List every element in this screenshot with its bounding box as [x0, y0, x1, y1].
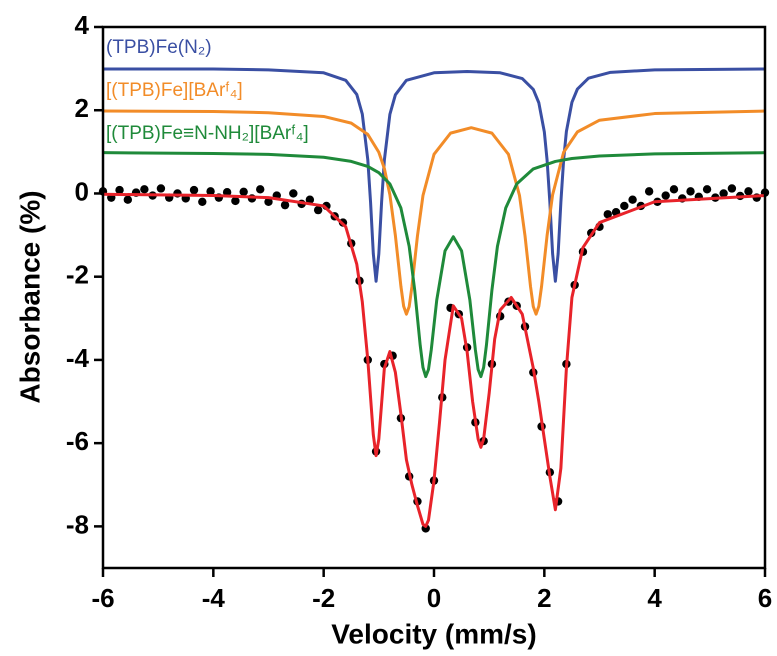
data-point: [644, 187, 654, 196]
data-point: [156, 184, 166, 193]
series-line: [102, 109, 766, 316]
data-point: [289, 189, 298, 198]
data-point: [264, 197, 273, 206]
data-point: [123, 195, 133, 204]
plot-frame: [101, 25, 767, 570]
x-tick-label: -4: [202, 583, 226, 613]
data-point: [661, 191, 670, 200]
data-point: [686, 187, 695, 196]
y-tick-label: -8: [66, 509, 89, 539]
data-point: [628, 195, 637, 204]
y-tick-label: 4: [75, 10, 90, 40]
x-tick-label: 0: [427, 583, 441, 613]
y-tick-label: -4: [66, 343, 90, 373]
data-point: [256, 185, 265, 194]
legend-label: [(TPB)Fe][BArᶠ₄]: [106, 80, 243, 101]
data-point: [115, 185, 124, 195]
data-point: [239, 187, 248, 196]
data-point: [727, 184, 737, 193]
legend-label: (TPB)Fe(N₂): [106, 37, 212, 58]
data-point: [669, 185, 679, 194]
series-line: [102, 151, 766, 379]
data-point: [744, 187, 753, 196]
data-point: [140, 185, 149, 194]
data-point: [305, 195, 315, 204]
x-tick-label: -6: [91, 583, 114, 613]
x-tick-label: 4: [647, 583, 662, 613]
data-point: [719, 189, 728, 198]
data-point: [620, 201, 629, 211]
y-tick-label: -6: [66, 426, 89, 456]
data-point: [603, 210, 612, 219]
data-point: [313, 205, 323, 215]
x-tick-label: 6: [758, 583, 772, 613]
series-line: [102, 192, 766, 528]
x-tick-label: 2: [537, 583, 551, 613]
data-point: [222, 188, 232, 197]
legend-label: [(TPB)Fe≡N-NH₂][BArᶠ₄]: [106, 123, 309, 144]
data-point: [702, 185, 712, 194]
data-point: [231, 196, 240, 206]
y-tick-label: -2: [66, 260, 89, 290]
data-point: [206, 187, 215, 196]
data-point: [198, 197, 207, 206]
x-tick-label: -2: [312, 583, 335, 613]
series-line: [103, 67, 766, 283]
x-axis-label: Velocity (mm/s): [331, 618, 536, 649]
data-point: [189, 185, 199, 195]
y-tick-label: 2: [75, 93, 89, 123]
y-axis-label: Absorbance (%): [14, 190, 45, 403]
y-tick-label: 0: [75, 176, 89, 206]
data-point: [280, 200, 290, 210]
